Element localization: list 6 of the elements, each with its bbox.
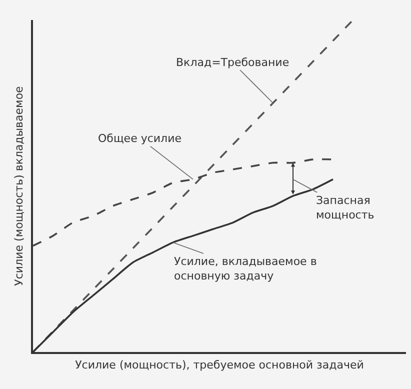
series-label: Вклад=Требование — [176, 56, 290, 69]
annotation: Запасная мощность — [316, 194, 374, 222]
text: Общее усилие — [98, 132, 182, 145]
y-axis-title: Усилие (мощность) вкладываемое — [12, 86, 26, 286]
x-axis-title: Усилие (мощность), требуемое основной задачей — [75, 358, 364, 372]
series-label: Усилие, вкладываемое в основную задачу — [174, 255, 317, 282]
